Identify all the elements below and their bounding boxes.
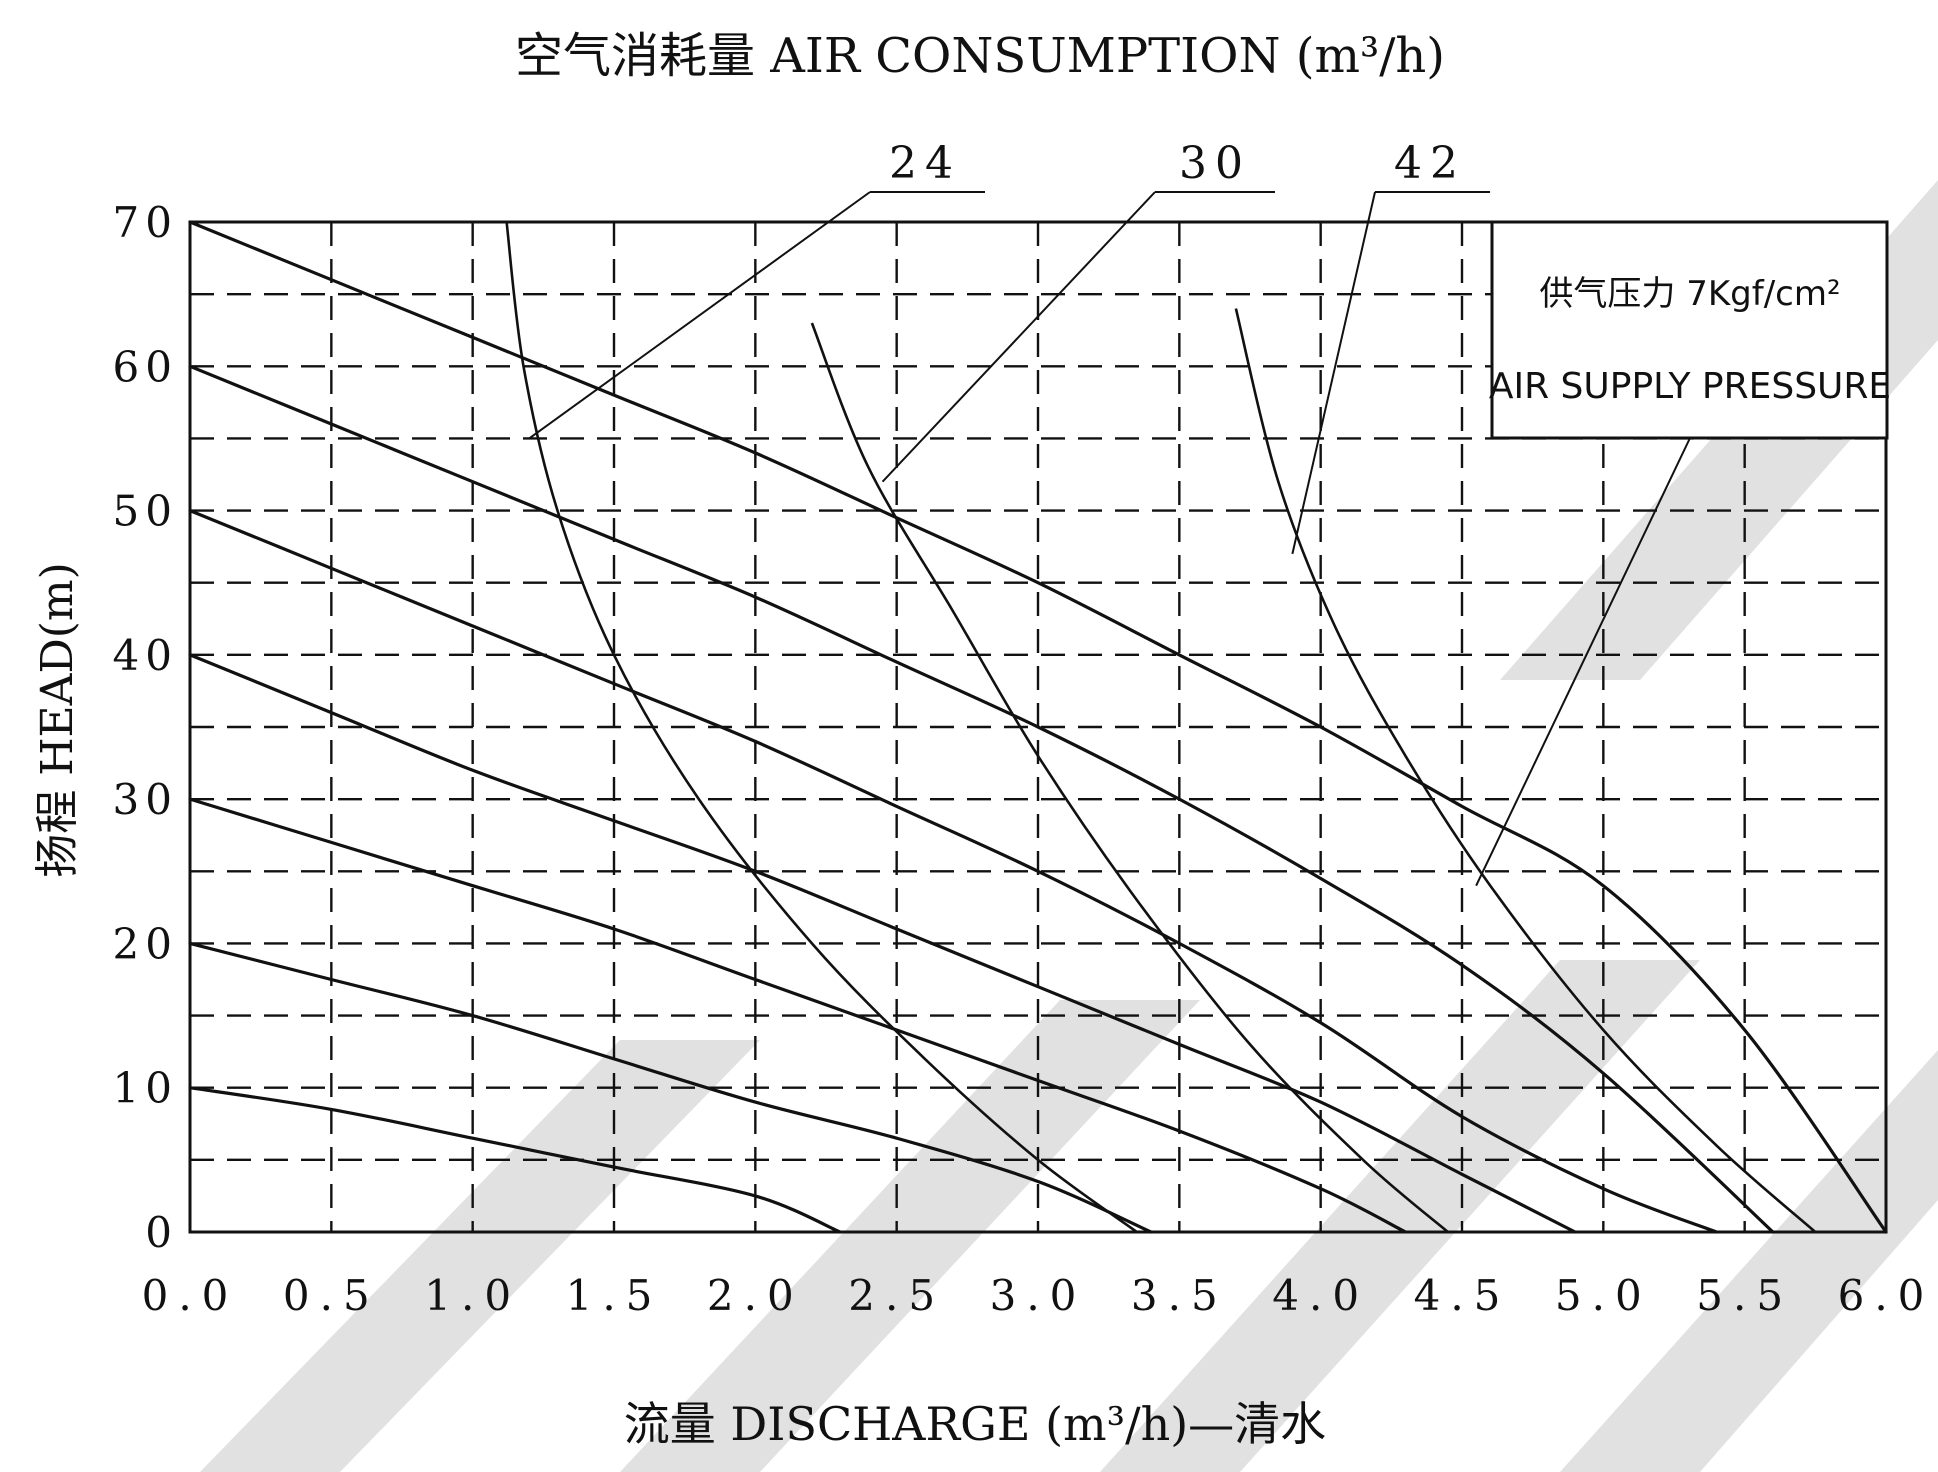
y-tick-label: 70 bbox=[113, 198, 178, 247]
leader-lines: 24 30 42 bbox=[528, 138, 1691, 887]
x-tick-label: 5.0 bbox=[1555, 1271, 1652, 1320]
air-pressure-legend: 供气压力 7Kgf/cm² AIR SUPPLY PRESSURE bbox=[1489, 220, 1891, 440]
plot-frame bbox=[188, 220, 1888, 1234]
leader-line bbox=[881, 191, 1156, 483]
x-tick-label: 1.0 bbox=[424, 1271, 521, 1320]
head-curve bbox=[188, 364, 1775, 1234]
legend-line-2: AIR SUPPLY PRESSURE bbox=[1489, 366, 1891, 407]
leader-line bbox=[528, 191, 871, 440]
head-curve bbox=[188, 1086, 842, 1234]
air-label-30: 30 bbox=[1179, 138, 1251, 189]
y-tick-label: 60 bbox=[113, 342, 178, 391]
y-tick-label: 20 bbox=[113, 919, 178, 968]
y-tick-label: 10 bbox=[113, 1064, 178, 1113]
chart-title: 空气消耗量 AIR CONSUMPTION (m³/h) bbox=[515, 28, 1445, 84]
head-curve bbox=[188, 941, 1153, 1234]
air-consumption-curve bbox=[1234, 308, 1817, 1233]
x-tick-label: 2.0 bbox=[707, 1271, 804, 1320]
air-consumption-curve bbox=[810, 322, 1449, 1233]
x-tick-label: 1.5 bbox=[566, 1271, 663, 1320]
y-tick-label: 30 bbox=[113, 775, 178, 824]
x-axis-label: 流量 DISCHARGE (m³/h)—清水 bbox=[624, 1397, 1326, 1451]
air-label-42: 42 bbox=[1394, 138, 1466, 189]
legend-line-1: 供气压力 7Kgf/cm² bbox=[1539, 274, 1840, 314]
x-tick-label: 5.5 bbox=[1696, 1271, 1793, 1320]
x-tick-label: 3.0 bbox=[990, 1271, 1087, 1320]
y-tick-label: 40 bbox=[113, 631, 178, 680]
y-axis-label: 扬程 HEAD(m) bbox=[32, 562, 83, 878]
series-lines bbox=[188, 220, 1888, 1234]
air-label-24: 24 bbox=[889, 138, 961, 189]
x-tick-label: 2.5 bbox=[848, 1271, 945, 1320]
pressure-leader-line bbox=[1475, 437, 1691, 887]
head-curve bbox=[188, 220, 1888, 1234]
head-curve bbox=[188, 653, 1577, 1234]
head-curve bbox=[188, 509, 1718, 1234]
legend-box bbox=[1490, 220, 1889, 440]
head-curve bbox=[188, 797, 1408, 1234]
x-tick-label: 4.0 bbox=[1272, 1271, 1369, 1320]
x-tick-label: 6.0 bbox=[1838, 1271, 1935, 1320]
x-tick-label: 0.5 bbox=[283, 1271, 380, 1320]
x-tick-label: 3.5 bbox=[1131, 1271, 1228, 1320]
x-tick-label: 4.5 bbox=[1414, 1271, 1511, 1320]
y-tick-label: 0 bbox=[145, 1208, 178, 1257]
x-tick-label: 0.0 bbox=[142, 1271, 239, 1320]
leader-line bbox=[1291, 191, 1376, 555]
tick-labels: 0.0 0.5 1.0 1.5 2.0 2.5 3.0 3.5 4.0 4.5 5.0 5.5 6.0 0… bbox=[113, 198, 1935, 1320]
air-consumption-curve bbox=[505, 221, 1138, 1234]
y-tick-label: 50 bbox=[113, 487, 178, 536]
